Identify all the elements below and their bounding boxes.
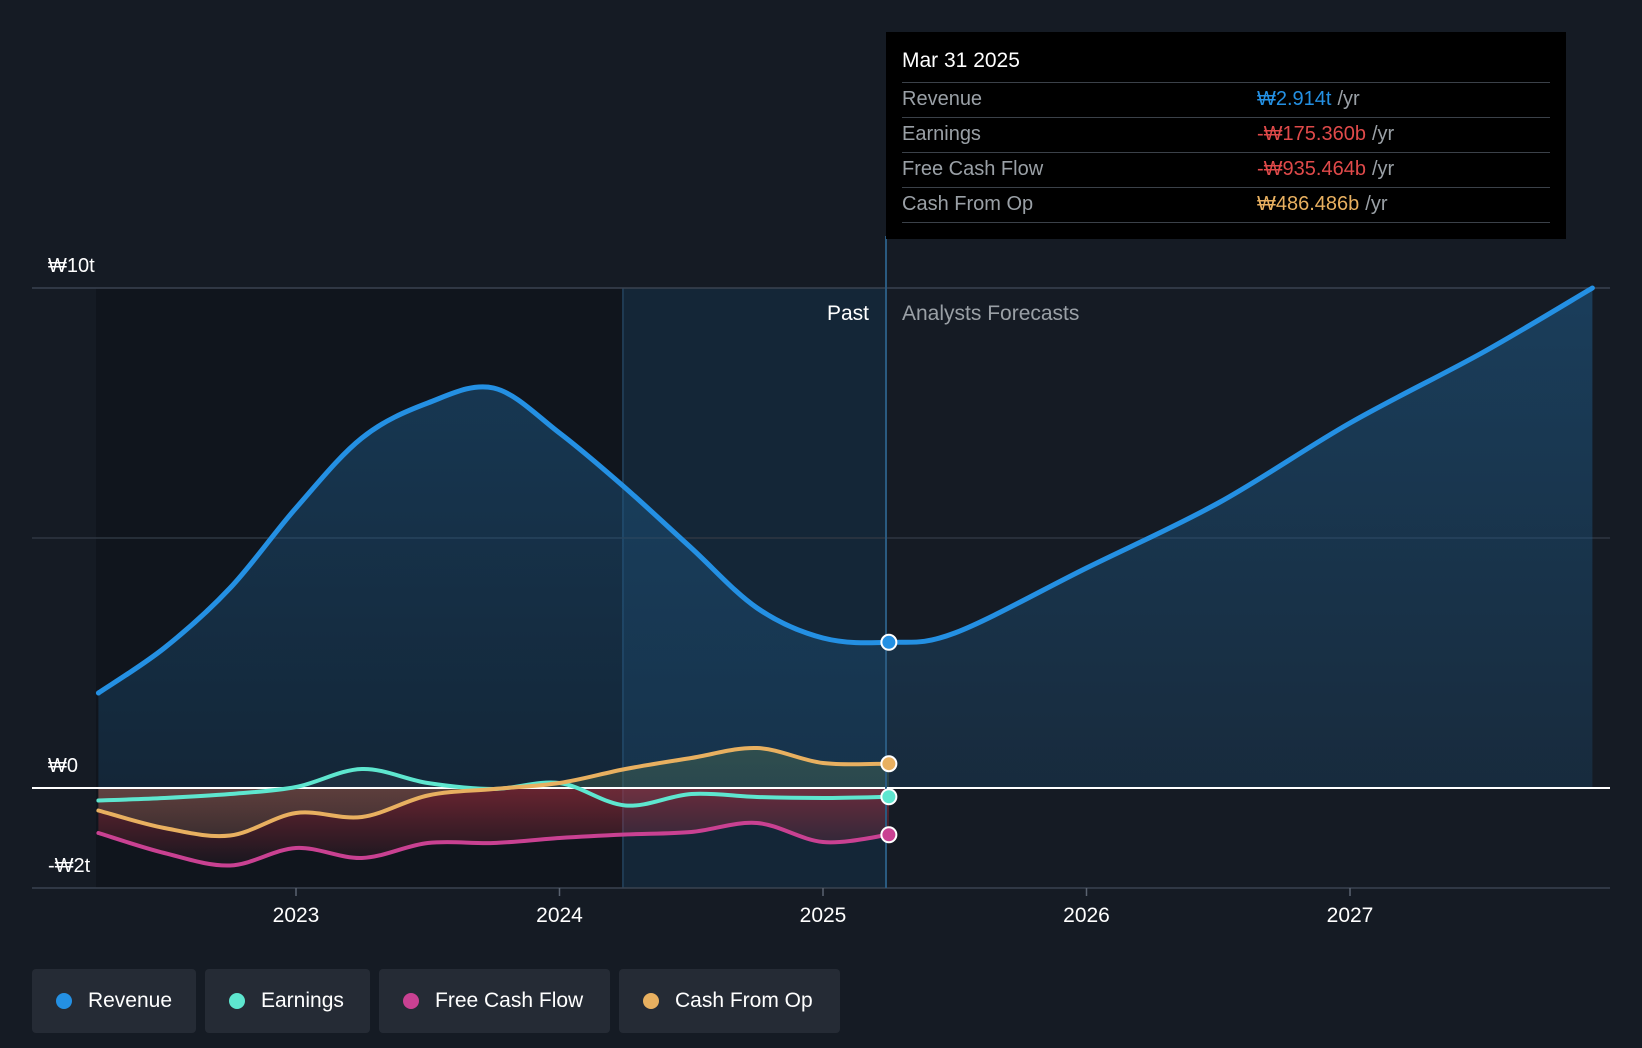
tooltip-row-cash-from-op: Cash From Op ₩486.486b/yr — [902, 187, 1550, 223]
line-cash-from-op — [96, 745, 891, 839]
x-tick-label: 2027 — [1327, 904, 1374, 927]
marker-revenue — [880, 633, 898, 651]
tooltip-row-earnings: Earnings -₩175.360b/yr — [902, 117, 1550, 152]
x-tick-label: 2025 — [800, 904, 847, 927]
x-tick-label: 2026 — [1063, 904, 1110, 927]
legend-dot-icon — [229, 993, 245, 1009]
tooltip-value: -₩935.464b — [1257, 158, 1366, 180]
tooltip-row-revenue: Revenue ₩2.914t/yr — [902, 82, 1550, 117]
x-tick-label: 2024 — [536, 904, 583, 927]
area-revenue — [98, 288, 1593, 788]
legend-item-cash-from-op[interactable]: Cash From Op — [619, 969, 840, 1033]
legend: Revenue Earnings Free Cash Flow Cash Fro… — [32, 969, 840, 1033]
legend-label: Earnings — [261, 989, 344, 1012]
financial-chart: ₩10t ₩0 -₩2t Past Analysts Forecasts 202… — [32, 236, 1610, 927]
legend-item-earnings[interactable]: Earnings — [205, 969, 370, 1033]
tooltip-value: ₩486.486b — [1257, 193, 1360, 215]
line-revenue — [95, 285, 1595, 696]
legend-item-free-cash-flow[interactable]: Free Cash Flow — [379, 969, 610, 1033]
forecast-label: Analysts Forecasts — [902, 302, 1079, 325]
x-tick-label: 2023 — [273, 904, 320, 927]
line-free-cash-flow — [96, 820, 891, 868]
tooltip-value: ₩2.914t — [1257, 88, 1332, 110]
tooltip-date: Mar 31 2025 — [902, 49, 1020, 72]
marker-cash-from-op — [880, 755, 898, 773]
legend-dot-icon — [56, 993, 72, 1009]
legend-label: Revenue — [87, 989, 172, 1012]
tooltip-unit: /yr — [1371, 158, 1395, 180]
tooltip-unit: /yr — [1337, 88, 1360, 110]
legend-label: Cash From Op — [675, 989, 813, 1012]
marker-free-cash-flow — [880, 826, 898, 844]
tooltip-label: Cash From Op — [902, 193, 1034, 215]
tooltip-unit: /yr — [1371, 123, 1395, 145]
y-label-zero: ₩0 — [48, 755, 78, 777]
tooltip-label: Earnings — [902, 123, 981, 145]
tooltip-value: -₩175.360b — [1257, 123, 1366, 145]
tooltip: Mar 31 2025 Revenue ₩2.914t/yr Earnings … — [886, 32, 1566, 239]
tooltip-label: Revenue — [902, 88, 983, 110]
legend-dot-icon — [643, 993, 659, 1009]
legend-dot-icon — [403, 993, 419, 1009]
tooltip-label: Free Cash Flow — [902, 158, 1044, 180]
past-label: Past — [827, 302, 869, 325]
legend-label: Free Cash Flow — [435, 989, 584, 1012]
y-label-bottom: -₩2t — [48, 855, 91, 877]
tooltip-row-free-cash-flow: Free Cash Flow -₩935.464b/yr — [902, 152, 1550, 187]
y-label-top: ₩10t — [48, 255, 95, 277]
tooltip-unit: /yr — [1365, 193, 1388, 215]
marker-earnings — [880, 788, 898, 806]
area-cash-from-op — [98, 747, 889, 837]
legend-item-revenue[interactable]: Revenue — [32, 969, 196, 1033]
